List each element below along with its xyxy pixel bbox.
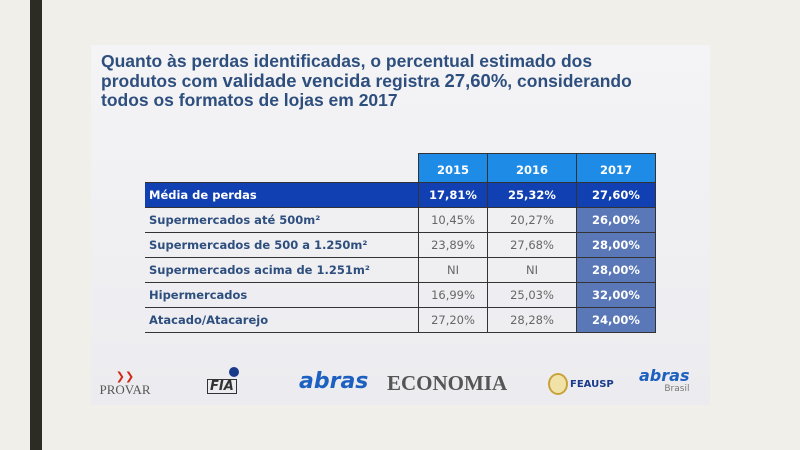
table-row: Atacado/Atacarejo 27,20% 28,28% 24,00% <box>145 307 656 333</box>
row-label: Atacado/Atacarejo <box>145 307 419 333</box>
table-row: Supermercados acima de 1.251m² NI NI 28,… <box>145 257 656 283</box>
title-highlight-validade: validade vencida <box>222 70 371 91</box>
cell: 25,03% <box>487 282 577 308</box>
row-label: Supermercados até 500m² <box>145 207 419 233</box>
slide-title: Quanto às perdas identificadas, o percen… <box>101 52 661 110</box>
table-row: Hipermercados 16,99% 25,03% 32,00% <box>145 282 656 308</box>
abras-brasil-text: abras <box>639 366 690 385</box>
title-highlight-percent: 27,60% <box>444 70 508 91</box>
row-label: Supermercados acima de 1.251m² <box>145 257 419 283</box>
row-label: Média de perdas <box>145 182 419 208</box>
cell: 24,00% <box>576 307 656 333</box>
cell: 23,89% <box>418 232 488 258</box>
header-2015: 2015 <box>418 153 488 183</box>
fia-logo: FIA <box>203 367 247 401</box>
cell: 16,99% <box>418 282 488 308</box>
feausp-text: FEAUSP <box>570 378 614 390</box>
title-text: Quanto às perdas identificadas, o percen… <box>101 51 593 91</box>
provar-logo: ❯❯ PROVAR <box>95 371 155 398</box>
provar-text: PROVAR <box>99 382 151 397</box>
cell: 26,00% <box>576 207 656 233</box>
cell: 27,20% <box>418 307 488 333</box>
brasil-text: Brasil <box>664 384 690 394</box>
table-row: Supermercados até 500m² 10,45% 20,27% 26… <box>145 207 656 233</box>
cell: NI <box>418 257 488 283</box>
cell: 17,81% <box>418 182 488 208</box>
cell: 27,60% <box>576 182 656 208</box>
cell: 28,00% <box>576 257 656 283</box>
abras-brasil-logo: abras Brasil <box>639 367 689 394</box>
feausp-logo: FEAUSP <box>548 373 614 395</box>
cell: 25,32% <box>487 182 577 208</box>
cell: 27,68% <box>487 232 577 258</box>
abras-logo-text: abras <box>299 369 369 394</box>
title-text: , considerando todos os formatos de loja… <box>101 71 632 110</box>
row-label: Hipermercados <box>145 282 419 308</box>
economia-text: ECONOMIA <box>387 371 508 395</box>
cell: 10,45% <box>418 207 488 233</box>
losses-table: 2015 2016 2017 Média de perdas 17,81% 25… <box>145 153 656 333</box>
header-2017: 2017 <box>576 153 656 183</box>
table-row: Supermercados de 500 a 1.250m² 23,89% 27… <box>145 232 656 258</box>
cell: 28,28% <box>487 307 577 333</box>
table-row-average: Média de perdas 17,81% 25,32% 27,60% <box>145 182 656 208</box>
row-label: Supermercados de 500 a 1.250m² <box>145 232 419 258</box>
provar-mark-icon: ❯❯ <box>115 370 135 383</box>
logo-strip: ❯❯ PROVAR FIA abras ECONOMIA FEAUSP abra… <box>91 365 710 405</box>
header-2016: 2016 <box>487 153 577 183</box>
left-accent-bar <box>30 0 42 450</box>
cell: 32,00% <box>576 282 656 308</box>
cell: 28,00% <box>576 232 656 258</box>
header-row: 2015 2016 2017 <box>145 153 656 183</box>
cell: 20,27% <box>487 207 577 233</box>
fia-globe-icon <box>229 367 239 377</box>
title-text: registra <box>370 71 445 91</box>
fia-text: FIA <box>207 379 237 394</box>
feausp-seal-icon <box>548 373 568 395</box>
cell: NI <box>487 257 577 283</box>
header-blank <box>145 154 419 183</box>
